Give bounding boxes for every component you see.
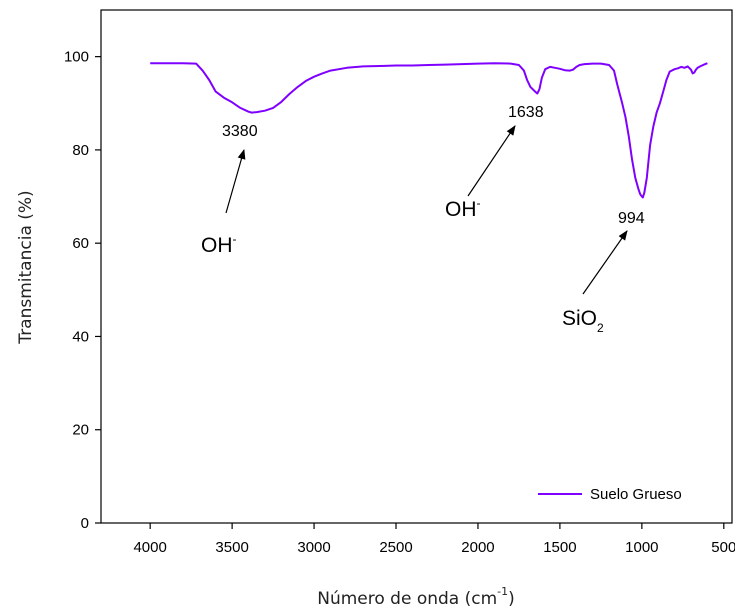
y-tick-label: 40 [72,328,89,345]
x-tick-label: 1500 [543,539,576,556]
legend: Suelo Grueso [538,486,682,503]
plot-frame [100,9,733,524]
x-axis-ticks: 4000 3500 3000 2500 2000 1500 1000 500 [133,523,735,556]
x-tick-label: 3500 [215,539,248,556]
y-tick-label: 100 [64,49,89,66]
x-tick-label: 2500 [379,539,412,556]
x-tick-label: 1000 [625,539,658,556]
group-label-oh-1: OH- [201,232,237,257]
group-label-oh-2: OH- [445,196,481,221]
peak-label-994: 994 [618,210,645,227]
y-tick-label: 0 [81,515,89,532]
peak-label-3380: 3380 [222,123,258,140]
x-tick-label: 2000 [461,539,494,556]
arrow-994 [582,230,628,295]
arrow-3380 [225,149,246,214]
annotation-arrows [225,125,628,295]
legend-label-suelo-grueso: Suelo Grueso [590,486,682,503]
x-axis-title: Número de onda (cm-1) [317,585,515,609]
y-tick-label: 80 [72,142,89,159]
arrow-1638 [467,125,516,197]
y-tick-label: 60 [72,235,89,252]
group-label-sio2: SiO2 [562,307,604,335]
peak-label-1638: 1638 [508,104,544,121]
x-tick-label: 4000 [133,539,166,556]
y-axis-title: Transmitancia (%) [16,190,36,344]
y-axis-ticks: 0 20 40 60 80 100 [64,49,101,532]
y-tick-label: 20 [72,422,89,439]
x-tick-label: 3000 [297,539,330,556]
x-tick-label: 500 [711,539,735,556]
series-line-suelo-grueso [150,62,708,199]
